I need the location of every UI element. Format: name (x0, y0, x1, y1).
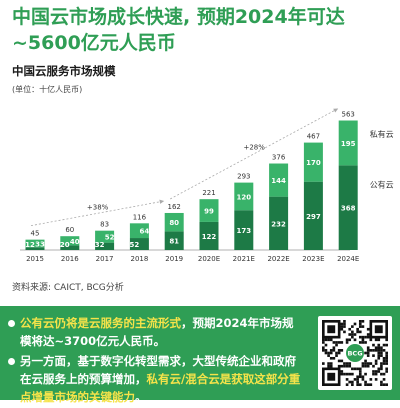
bar-private-2017 (95, 230, 115, 243)
label-public-2019: 81 (169, 238, 179, 246)
chart-title: 中国云服务市场规模 (12, 64, 116, 78)
growth-label-2: +28% (243, 144, 265, 152)
bar-public-2016 (60, 245, 80, 250)
bullet-text: 。 (135, 390, 147, 404)
label-private-2018: 64 (140, 228, 150, 236)
summary-box: 公有云仍将是云服务的主流形式，预期2024年市场规模将达~3700亿元人民币。另… (0, 306, 400, 404)
bullet-item: 另一方面，基于数字化转型需求，大型传统企业和政府在云服务上的预算增加，私有云/混… (8, 352, 304, 406)
bar-private-2018 (129, 223, 149, 239)
label-public-2023E: 297 (306, 213, 321, 221)
bar-public-2017 (95, 242, 115, 250)
label-public-2015: 12 (25, 241, 35, 249)
label-private-2017: 52 (105, 234, 115, 242)
headline: 中国云市场成长快速, 预期2024年可达~5600亿元人民币 (12, 6, 345, 54)
bullet-list: 公有云仍将是云服务的主流形式，预期2024年市场规模将达~3700亿元人民币。另… (8, 314, 304, 408)
label-private-2019: 80 (169, 219, 179, 227)
bar-private-2015 (25, 239, 45, 248)
label-public-2022E: 232 (271, 220, 286, 228)
label-total-2020E: 221 (202, 189, 215, 197)
label-public-2020E: 122 (202, 233, 217, 241)
unit-note: (单位：十亿人民币) (12, 85, 83, 94)
tick-label-2021E: 2021E (233, 255, 255, 263)
tick-label-2016: 2016 (61, 255, 79, 263)
bar-private-2022E (269, 163, 289, 197)
tick-label-2022E: 2022E (267, 255, 289, 263)
bar-public-2024E (338, 165, 358, 250)
bar-private-2020E (199, 199, 219, 222)
label-private-2022E: 144 (271, 177, 286, 185)
label-total-2023E: 467 (307, 133, 320, 141)
label-total-2021E: 293 (237, 173, 250, 181)
label-public-2018: 52 (130, 241, 140, 249)
label-public-2017: 32 (95, 241, 105, 249)
bullet-item: 公有云仍将是云服务的主流形式，预期2024年市场规模将达~3700亿元人民币。 (8, 314, 304, 350)
label-private-2016: 40 (70, 238, 80, 246)
bullet-text: ，预期2024年市场规模将达~3700亿元人民币。 (20, 316, 294, 348)
label-private-2020E: 99 (204, 208, 214, 216)
qr-code[interactable]: BCG (318, 316, 392, 390)
label-public-2021E: 173 (236, 227, 251, 235)
legend-private: 私有云 (370, 129, 394, 139)
growth-arrowhead-2 (333, 108, 339, 113)
source-note: 资料来源: CAICT, BCG分析 (12, 283, 124, 293)
bar-public-2020E (199, 221, 219, 250)
tick-label-2017: 2017 (96, 255, 114, 263)
label-total-2015: 45 (31, 230, 40, 238)
growth-arrow-1 (30, 200, 165, 227)
bullet-text: 另一方面，基于数字化转型需求，大型传统企业和政府在云服务上的预算增加， (20, 354, 296, 386)
tick-label-2019: 2019 (165, 255, 183, 263)
bar-public-2021E (234, 210, 254, 250)
bar-private-2023E (303, 142, 323, 182)
bar-private-2016 (60, 236, 80, 246)
qr-center-label: BCG (347, 350, 362, 358)
label-total-2024E: 563 (342, 111, 355, 119)
tick-label-2018: 2018 (130, 255, 148, 263)
label-public-2024E: 368 (341, 205, 356, 213)
label-private-2023E: 170 (306, 159, 321, 167)
label-total-2022E: 376 (272, 154, 286, 162)
label-total-2017: 83 (100, 221, 109, 229)
label-total-2016: 60 (65, 226, 74, 234)
highlight-text: 公有云仍将是云服务的主流形式 (20, 316, 181, 330)
growth-label-1: +38% (87, 203, 109, 211)
tick-label-2015: 2015 (26, 255, 44, 263)
legend-public: 公有云 (370, 180, 394, 190)
bar-public-2019 (164, 231, 184, 250)
bar-private-2024E (338, 120, 358, 166)
label-private-2021E: 120 (236, 193, 251, 201)
tick-label-2024E: 2024E (337, 255, 359, 263)
bar-public-2018 (129, 238, 149, 250)
growth-arrowhead-1 (159, 199, 165, 204)
bar-public-2022E (269, 196, 289, 250)
bar-public-2015 (25, 247, 45, 250)
tick-label-2023E: 2023E (302, 255, 324, 263)
label-private-2015: 33 (35, 240, 45, 248)
label-total-2018: 116 (133, 213, 147, 221)
bar-private-2021E (234, 182, 254, 211)
tick-label-2020E: 2020E (198, 255, 220, 263)
label-public-2016: 20 (60, 241, 70, 249)
qr-code-icon: BCG (322, 320, 388, 386)
label-total-2019: 162 (168, 203, 181, 211)
bar-private-2019 (164, 212, 184, 232)
bar-public-2023E (303, 181, 323, 250)
label-private-2024E: 195 (341, 140, 356, 148)
